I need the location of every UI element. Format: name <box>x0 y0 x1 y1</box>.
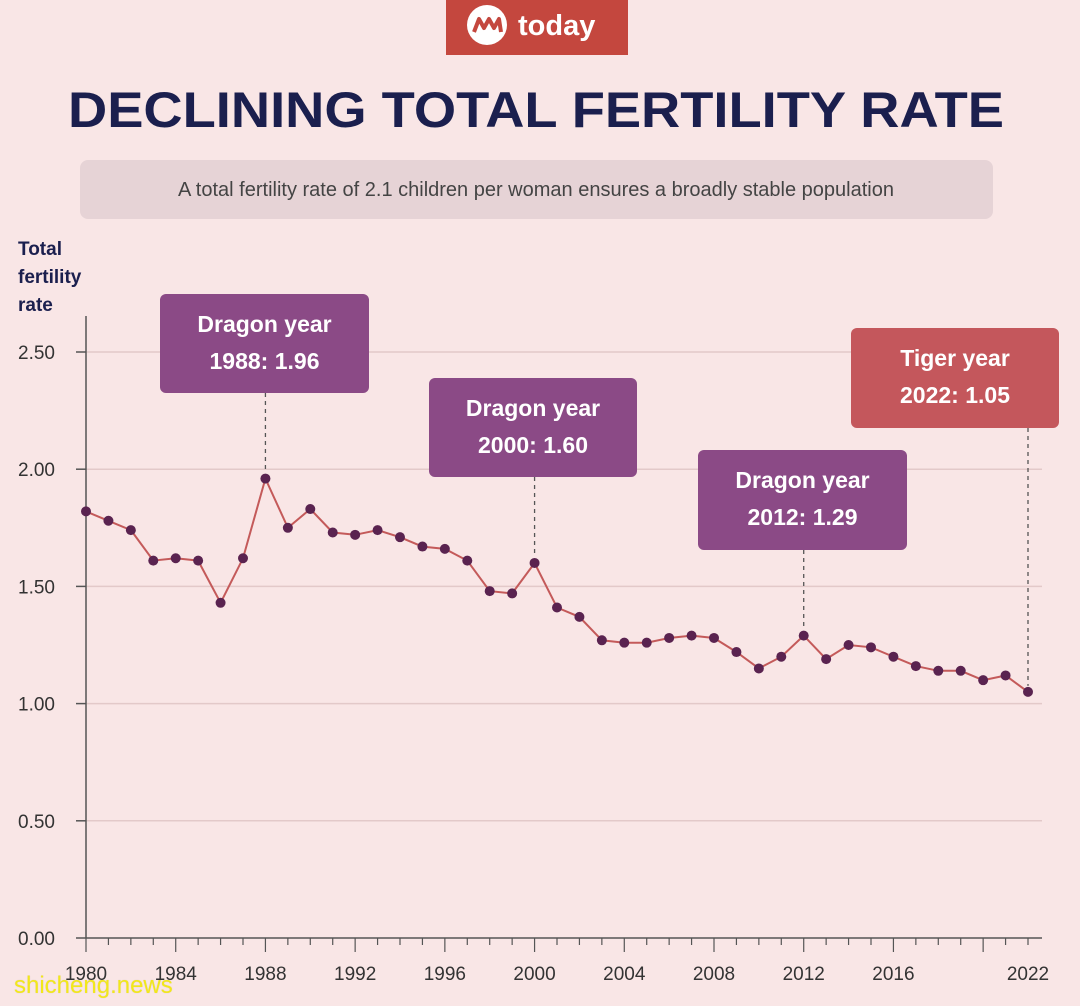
y-tick-label: 2.00 <box>18 460 55 481</box>
callout-title: Dragon year <box>735 467 869 493</box>
data-point <box>552 602 562 613</box>
data-point <box>574 611 585 622</box>
y-axis-label-line-2: fertility <box>18 267 82 288</box>
chart-title: DECLINING TOTAL FERTILITY RATE <box>68 82 1004 138</box>
data-point <box>1000 670 1011 681</box>
callout-title: Tiger year <box>900 345 1010 371</box>
subtitle-box <box>80 160 993 219</box>
data-point <box>731 647 742 658</box>
data-point <box>148 555 159 566</box>
x-tick-label: 2000 <box>513 964 555 985</box>
data-point <box>709 632 719 643</box>
callout-title: Dragon year <box>466 395 600 421</box>
data-point <box>103 515 114 526</box>
series-layer <box>81 473 1033 697</box>
y-tick-label: 1.50 <box>18 577 55 598</box>
data-point <box>753 663 764 674</box>
y-axis-label: Total fertility rate <box>18 239 87 316</box>
callout-title: Dragon year <box>197 311 331 337</box>
data-point <box>596 635 607 646</box>
callout-value: 1988: 1.96 <box>210 348 320 374</box>
y-axis-label-line-3: rate <box>18 295 53 316</box>
x-tick-label: 1980 <box>65 964 107 985</box>
x-tick-label: 1988 <box>244 964 286 985</box>
y-tick-label: 2.50 <box>18 343 55 364</box>
data-point <box>798 630 809 641</box>
data-point <box>484 586 495 597</box>
callout-value: 2022: 1.05 <box>900 382 1010 408</box>
callout-box <box>698 450 907 550</box>
x-tick-label: 2012 <box>783 964 825 985</box>
data-point <box>507 588 518 599</box>
data-point <box>776 651 787 662</box>
data-point <box>170 553 181 564</box>
data-point <box>282 522 293 533</box>
data-point <box>1023 686 1033 697</box>
data-point <box>641 637 652 648</box>
brand-mark-glyph <box>472 17 503 33</box>
data-point <box>843 640 854 650</box>
data-point <box>417 541 428 552</box>
data-point <box>81 506 91 517</box>
data-point <box>955 665 966 676</box>
callout-value: 2000: 1.60 <box>478 432 588 458</box>
data-point <box>866 642 876 653</box>
callout-layer: Dragon year 1988: 1.96 Dragon year 2000: 1.… <box>160 294 1059 550</box>
axes-layer: 0.00 0.50 1.00 1.50 2.00 2.50 1980 1984 1988 1992… <box>18 316 1049 985</box>
x-tick-label: 2016 <box>872 964 914 985</box>
callout-box <box>851 328 1059 428</box>
data-point <box>462 555 473 566</box>
brand-logo: today <box>446 0 628 55</box>
data-point <box>215 597 226 608</box>
x-tick-label: 2008 <box>693 964 735 985</box>
brand-name: today <box>518 10 595 42</box>
callout-box <box>429 378 637 477</box>
data-point <box>327 527 338 538</box>
data-point <box>372 525 383 536</box>
data-point <box>888 651 899 662</box>
data-point <box>933 665 944 676</box>
y-tick-label: 1.00 <box>18 695 55 716</box>
data-point <box>125 525 136 536</box>
watermark-text: shicheng.news <box>14 972 173 999</box>
data-point <box>686 630 697 641</box>
data-point <box>395 532 405 543</box>
x-tick-label: 1996 <box>424 964 466 985</box>
data-point <box>910 661 921 672</box>
x-tick-label: 1984 <box>155 964 198 985</box>
data-point <box>619 637 630 648</box>
data-point <box>664 632 675 643</box>
data-point <box>350 529 361 540</box>
x-tick-label: 2022 <box>1007 964 1049 985</box>
callout-box <box>160 294 369 393</box>
x-tick-label: 2004 <box>603 964 646 985</box>
data-point <box>821 654 832 665</box>
callout-value: 2012: 1.29 <box>748 504 858 530</box>
y-axis-label-line-1: Total <box>18 239 62 260</box>
x-tick-label: 1992 <box>334 964 376 985</box>
subtitle: A total fertility rate of 2.1 children p… <box>178 179 894 201</box>
data-point <box>260 473 271 484</box>
y-tick-label: 0.50 <box>18 812 55 833</box>
data-point <box>238 553 248 564</box>
data-point <box>193 555 204 566</box>
leader-layer <box>264 393 1029 686</box>
data-point <box>305 504 316 515</box>
data-point <box>978 675 989 686</box>
data-point <box>439 543 450 554</box>
y-tick-label: 0.00 <box>18 929 55 950</box>
data-point <box>529 557 540 568</box>
